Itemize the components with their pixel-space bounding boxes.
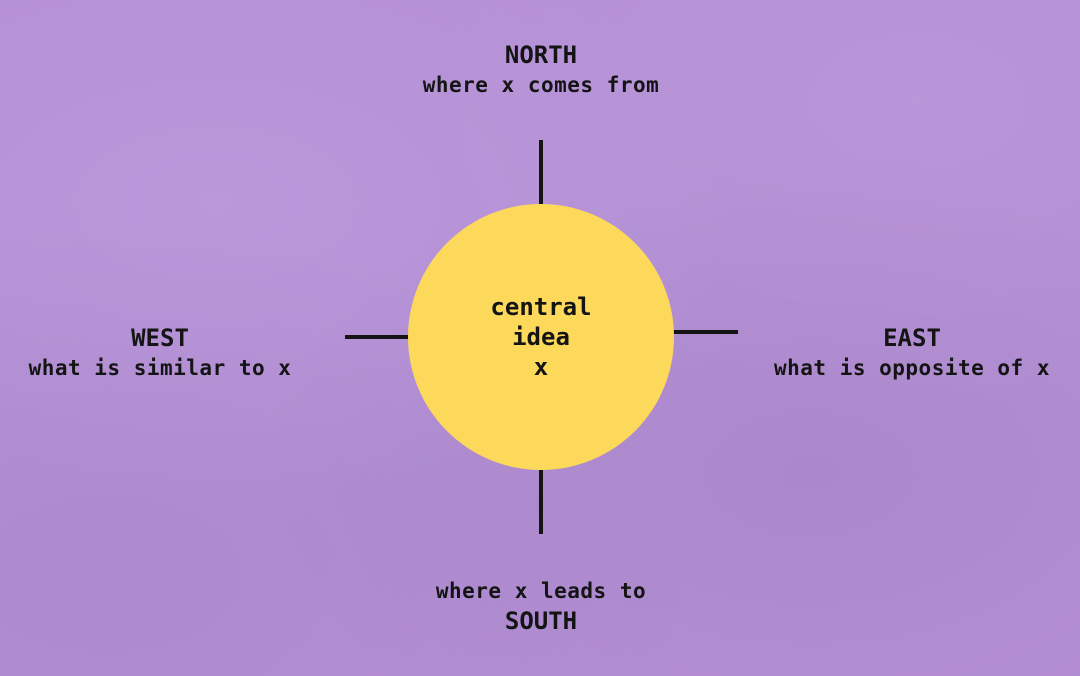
- south-description: where x leads to: [435, 579, 647, 603]
- central-idea-line-2: idea: [512, 323, 570, 351]
- central-idea-circle: [408, 204, 674, 470]
- north-heading: NORTH: [504, 41, 578, 69]
- west-connector-line: [345, 335, 409, 339]
- north-connector-line: [539, 140, 543, 204]
- central-idea-line-1: central: [490, 293, 592, 321]
- north-label: NORTH where x comes from: [341, 40, 741, 100]
- central-idea-line-3: x: [533, 353, 549, 381]
- north-description: where x comes from: [422, 73, 660, 97]
- south-connector-line: [539, 468, 543, 534]
- south-heading: SOUTH: [504, 607, 578, 635]
- central-idea-label: central idea x: [408, 292, 674, 382]
- east-connector-line: [673, 330, 738, 334]
- west-description: what is similar to x: [28, 356, 292, 380]
- west-heading: WEST: [131, 324, 189, 352]
- east-description: what is opposite of x: [773, 356, 1050, 380]
- east-heading: EAST: [883, 324, 941, 352]
- west-label: WEST what is similar to x: [10, 323, 310, 383]
- east-label: EAST what is opposite of x: [742, 323, 1080, 383]
- south-label: where x leads to SOUTH: [341, 576, 741, 636]
